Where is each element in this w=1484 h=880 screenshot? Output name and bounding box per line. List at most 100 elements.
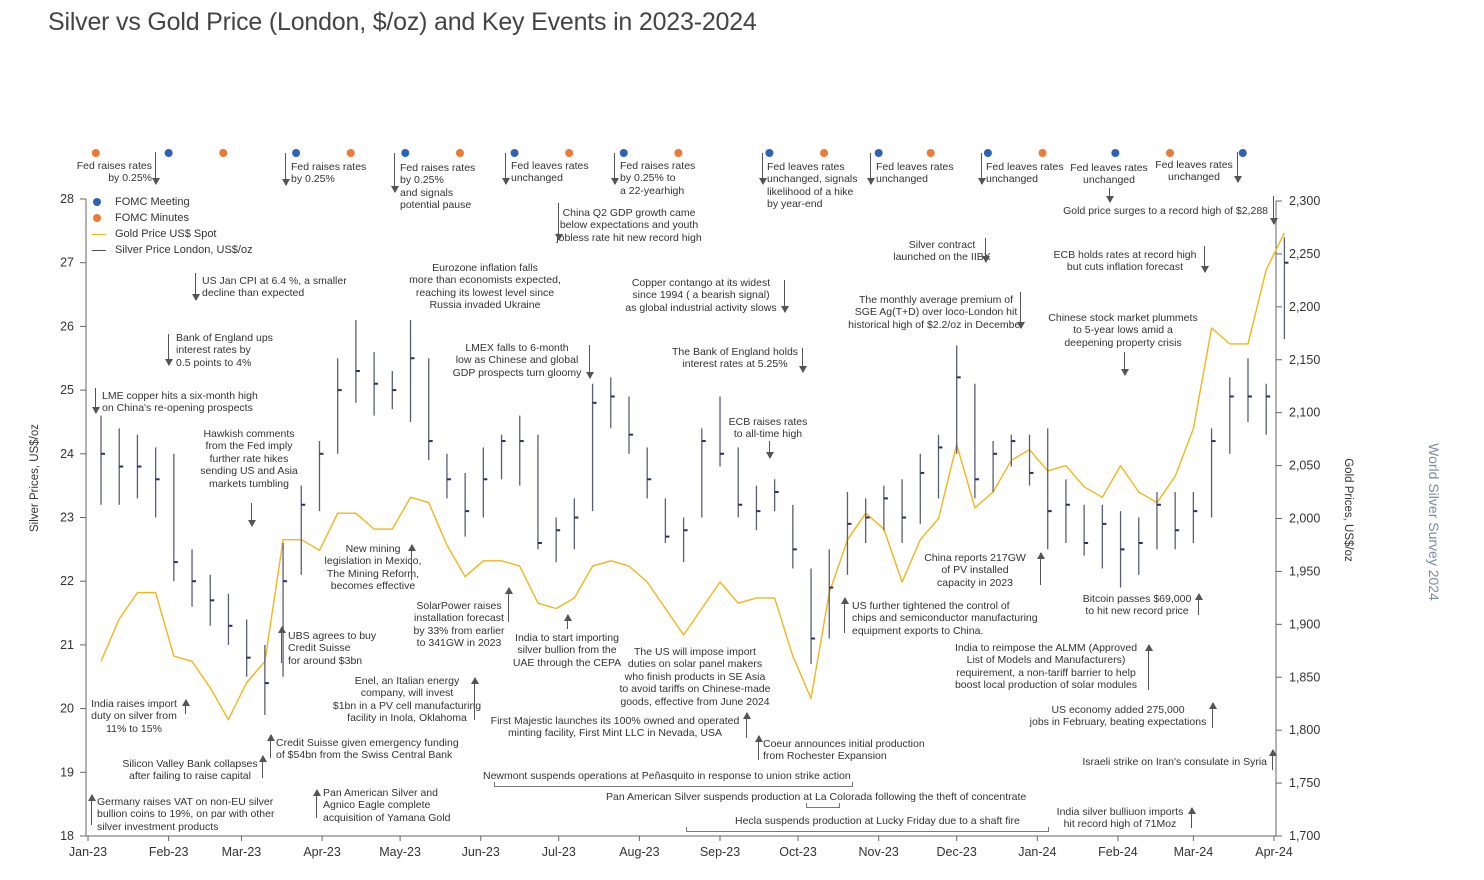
arrow-down-icon bbox=[1120, 352, 1129, 376]
legend-item-fomc-minutes: FOMC Minutes bbox=[92, 210, 253, 226]
annotation: ECB holds rates at record high but cuts … bbox=[1053, 249, 1197, 274]
legend-item-gold: Gold Price US$ Spot bbox=[92, 226, 253, 242]
annotation: Copper contango at its widest since 1994… bbox=[625, 277, 777, 314]
annotation: India to start importing silver bullion … bbox=[512, 632, 622, 669]
fomc-meeting-dot bbox=[874, 149, 883, 157]
arrow-down-icon bbox=[390, 153, 399, 193]
x-tick-label: Nov-23 bbox=[859, 845, 899, 859]
arrow-up-icon bbox=[504, 587, 513, 622]
x-tick-label: Mar-24 bbox=[1174, 845, 1214, 859]
arrow-down-icon bbox=[1269, 196, 1278, 225]
annotation: The monthly average premium of SGE Ag(T+… bbox=[848, 294, 1024, 331]
x-tick-label: Jan-24 bbox=[1018, 845, 1056, 859]
annotation: UBS agrees to buy Credit Suisse for arou… bbox=[288, 630, 377, 667]
y2-tick-label: 1,800 bbox=[1289, 723, 1320, 737]
silver-line-icon bbox=[92, 249, 106, 251]
annotation: Fed raises rates by 0.25% and signals po… bbox=[400, 162, 476, 212]
arrow-up-icon bbox=[1268, 749, 1277, 770]
fomc-dots bbox=[91, 149, 1247, 157]
arrow-up-icon bbox=[563, 614, 572, 629]
arrow-up-icon bbox=[470, 677, 479, 720]
y2-tick-label: 2,100 bbox=[1289, 406, 1320, 420]
annotation: SolarPower raises installation forecast … bbox=[413, 600, 505, 650]
period-bracket bbox=[494, 782, 853, 787]
arrow-down-icon bbox=[1200, 246, 1209, 273]
y2-tick-label: 2,300 bbox=[1289, 194, 1320, 208]
silver-series bbox=[100, 237, 1289, 715]
arrow-up-icon bbox=[742, 712, 751, 738]
x-tick-label: Apr-24 bbox=[1255, 845, 1293, 859]
annotation: Fed raises rates by 0.25% to a 22-yearhi… bbox=[620, 160, 696, 197]
arrow-down-icon bbox=[247, 503, 256, 527]
annotation: China reports 217GW of PV installed capa… bbox=[924, 552, 1026, 589]
arrow-up-icon bbox=[277, 626, 286, 663]
arrow-down-icon bbox=[164, 334, 173, 366]
fomc-minutes-dot bbox=[565, 149, 574, 157]
arrow-down-icon bbox=[91, 388, 100, 414]
arrow-up-icon bbox=[258, 755, 267, 778]
y2-tick-label: 2,200 bbox=[1289, 300, 1320, 314]
y2-tick-label: 2,000 bbox=[1289, 512, 1320, 526]
x-tick-label: Sep-23 bbox=[700, 845, 740, 859]
annotation: US Jan CPI at 6.4 %, a smaller decline t… bbox=[202, 275, 347, 300]
gold-series bbox=[100, 232, 1286, 721]
arrow-up-icon bbox=[181, 699, 190, 714]
x-tick-label: Oct-23 bbox=[779, 845, 817, 859]
fomc-meeting-dot bbox=[1238, 149, 1247, 157]
fomc-minutes-dot bbox=[674, 149, 683, 157]
y2-tick-label: 1,700 bbox=[1289, 829, 1320, 843]
annotation: China Q2 GDP growth came below expectati… bbox=[556, 207, 702, 244]
legend-item-silver: Silver Price London, US$/oz bbox=[92, 242, 253, 258]
arrow-up-icon bbox=[1187, 807, 1196, 828]
y-tick-label: 27 bbox=[60, 256, 74, 270]
annotation: Silicon Valley Bank collapses after fail… bbox=[122, 758, 258, 783]
y-tick-label: 25 bbox=[60, 383, 74, 397]
annotation: The Bank of England holds interest rates… bbox=[671, 346, 799, 371]
period-bracket bbox=[806, 803, 840, 808]
annotation: Credit Suisse given emergency funding of… bbox=[276, 737, 459, 762]
arrow-down-icon bbox=[585, 345, 594, 379]
fomc-minutes-dot bbox=[219, 149, 228, 157]
arrow-down-icon bbox=[610, 153, 619, 185]
arrow-up-icon bbox=[407, 544, 416, 580]
fomc-meeting-dot bbox=[292, 149, 301, 157]
y-tick-label: 19 bbox=[60, 765, 74, 779]
arrow-down-icon bbox=[780, 280, 789, 313]
arrow-down-icon bbox=[981, 238, 990, 263]
arrow-up-icon bbox=[266, 734, 275, 758]
y-tick-label: 22 bbox=[60, 574, 74, 588]
annotation: Gold price surges to a record high of $2… bbox=[1063, 205, 1268, 217]
y2-tick-label: 1,750 bbox=[1289, 776, 1320, 790]
annotation: Silver contract launched on the IIBX bbox=[893, 239, 991, 264]
annotation: The US will impose import duties on sola… bbox=[619, 646, 771, 708]
arrow-down-icon bbox=[501, 153, 510, 185]
arrow-up-icon bbox=[1144, 644, 1153, 690]
gold-price-line bbox=[100, 232, 1286, 721]
annotation: Pan American Silver suspends production … bbox=[606, 791, 1027, 803]
y2-tick-label: 1,950 bbox=[1289, 564, 1320, 578]
x-tick-label: Mar-23 bbox=[222, 845, 262, 859]
annotation: Fed leaves rates unchanged bbox=[986, 161, 1064, 186]
y-tick-label: 20 bbox=[60, 702, 74, 716]
fomc-minutes-dot bbox=[346, 149, 355, 157]
annotation: Bank of England ups interest rates by 0.… bbox=[176, 332, 273, 369]
arrow-up-icon bbox=[840, 597, 849, 633]
x-tick-label: Jul-23 bbox=[542, 845, 576, 859]
annotation: Enel, an Italian energy company, will in… bbox=[332, 675, 482, 725]
y2-tick-label: 2,250 bbox=[1289, 247, 1320, 261]
legend-item-fomc-meeting: FOMC Meeting bbox=[92, 194, 253, 210]
arrow-down-icon bbox=[1016, 292, 1025, 329]
arrow-down-icon bbox=[151, 152, 160, 185]
axes: 28 27 26 25 24 23 22 21 20 19 18 2,300 2,250 2,200 2,1… bbox=[60, 192, 1320, 859]
fomc-meeting-dot bbox=[1111, 149, 1120, 157]
x-tick-label: Jan-23 bbox=[69, 845, 107, 859]
annotation: Coeur announces initial production from … bbox=[763, 738, 925, 763]
y2-tick-label: 1,900 bbox=[1289, 617, 1320, 631]
arrow-up-icon bbox=[1036, 552, 1045, 585]
annotation: Fed raises rates by 0.25% bbox=[76, 160, 152, 185]
x-tick-label: Feb-23 bbox=[149, 845, 189, 859]
y-tick-label: 18 bbox=[60, 829, 74, 843]
annotation: Newmont suspends operations at Peñasquit… bbox=[483, 770, 851, 782]
fomc-minutes-dot bbox=[91, 149, 100, 157]
